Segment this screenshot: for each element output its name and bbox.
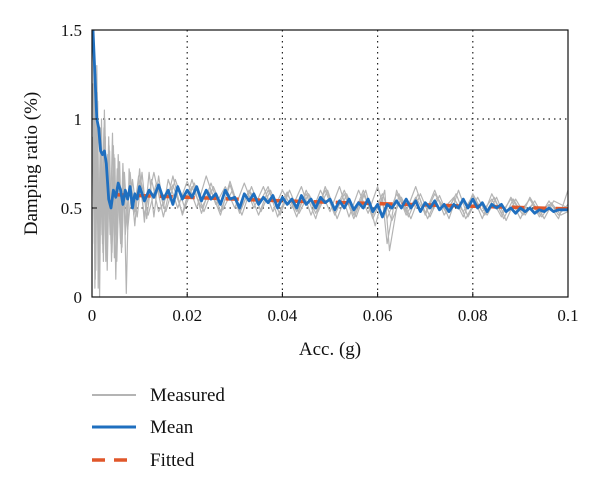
x-axis-ticks: 0 0.02 0.04 0.06 0.08 0.1 (88, 292, 579, 325)
measured-trace-line (92, 29, 569, 298)
y-axis-ticks: 0 0.5 1 1.5 (61, 21, 97, 307)
y-tick-label: 1 (74, 110, 83, 129)
measured-series (91, 29, 569, 298)
x-tick-label: 0 (88, 306, 97, 325)
x-axis-label: Acc. (g) (299, 339, 361, 360)
legend-fitted-label: Fitted (150, 450, 195, 471)
x-tick-label: 0.08 (458, 306, 488, 325)
x-tick-label: 0.1 (557, 306, 578, 325)
measured-trace-line (93, 47, 569, 280)
legend: Measured Mean Fitted (92, 385, 225, 471)
x-tick-label: 0.06 (363, 306, 393, 325)
mean-series (91, 29, 568, 219)
grid-lines (92, 30, 568, 297)
legend-measured-label: Measured (150, 385, 225, 406)
x-tick-label: 0.02 (172, 306, 202, 325)
y-tick-label: 0.5 (61, 199, 82, 218)
plot-frame (91, 29, 569, 298)
y-axis-label: Damping ratio (%) (21, 92, 42, 236)
legend-mean-label: Mean (150, 417, 194, 438)
measured-trace-line (91, 73, 569, 294)
y-tick-label: 1.5 (61, 21, 82, 40)
measured-trace-line (92, 65, 569, 289)
mean-line (91, 29, 568, 219)
x-tick-label: 0.04 (268, 306, 298, 325)
y-tick-label: 0 (74, 288, 83, 307)
